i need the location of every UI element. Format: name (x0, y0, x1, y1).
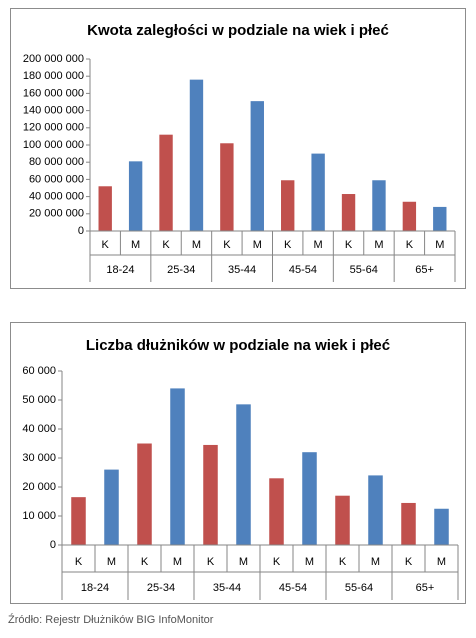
x-tick-label: K (223, 239, 231, 251)
group-label: 45-54 (289, 264, 317, 276)
chart-frame (10, 8, 466, 289)
bar (98, 186, 112, 231)
y-tick-label: 20 000 (22, 481, 56, 493)
y-tick-label: 0 (50, 539, 56, 551)
bar (170, 388, 185, 545)
y-tick-label: 40 000 (22, 423, 56, 435)
group-label: 25-34 (147, 582, 175, 594)
y-tick-label: 10 000 (22, 510, 56, 522)
bar (250, 101, 264, 231)
x-tick-label: K (406, 239, 414, 251)
x-tick-label: M (374, 239, 383, 251)
y-tick-label: 40 000 000 (29, 191, 84, 203)
x-tick-label: M (192, 239, 201, 251)
x-tick-label: M (173, 556, 182, 568)
x-tick-label: K (273, 556, 281, 568)
group-label: 25-34 (167, 264, 195, 276)
group-label: 65+ (415, 264, 434, 276)
y-tick-label: 30 000 (22, 452, 56, 464)
y-tick-label: 50 000 (22, 394, 56, 406)
bar (372, 180, 386, 231)
bar (281, 180, 295, 231)
x-tick-label: M (305, 556, 314, 568)
bar (368, 475, 383, 545)
group-label: 35-44 (213, 582, 241, 594)
chart-title: Liczba dłużników w podziale na wiek i pł… (86, 337, 390, 354)
bar (104, 469, 119, 545)
bar (189, 79, 204, 231)
y-tick-label: 180 000 000 (23, 70, 84, 82)
bar (128, 161, 143, 231)
group-label: 55-64 (350, 264, 378, 276)
group-label: 18-24 (81, 582, 109, 594)
x-tick-label: M (253, 239, 262, 251)
y-tick-label: 80 000 000 (29, 156, 84, 168)
bar (335, 495, 350, 545)
x-tick-label: M (437, 556, 446, 568)
bar (341, 194, 356, 231)
chart-title: Kwota zaległości w podziale na wiek i pł… (87, 22, 389, 39)
y-tick-label: 60 000 (22, 365, 56, 377)
bar (269, 478, 284, 545)
y-tick-label: 0 (78, 225, 84, 237)
x-tick-label: M (314, 239, 323, 251)
bar (220, 143, 234, 231)
x-tick-label: K (345, 239, 353, 251)
x-tick-label: M (131, 239, 140, 251)
bar (311, 153, 325, 231)
bar (302, 452, 317, 545)
bar (401, 502, 416, 545)
group-label: 45-54 (279, 582, 307, 594)
bar (71, 497, 86, 545)
x-tick-label: K (207, 556, 215, 568)
x-tick-label: M (371, 556, 380, 568)
y-tick-label: 160 000 000 (23, 87, 84, 99)
bar (203, 444, 218, 545)
group-label: 35-44 (228, 264, 256, 276)
x-tick-label: M (239, 556, 248, 568)
bar (236, 404, 251, 545)
bar (402, 201, 417, 231)
x-tick-label: K (141, 556, 149, 568)
bar (137, 443, 152, 545)
y-tick-label: 100 000 000 (23, 139, 84, 151)
bar (434, 508, 449, 545)
bar (159, 134, 173, 231)
x-tick-label: K (405, 556, 413, 568)
y-tick-label: 60 000 000 (29, 173, 84, 185)
y-tick-label: 200 000 000 (23, 53, 84, 65)
group-label: 65+ (416, 582, 435, 594)
y-tick-label: 140 000 000 (23, 105, 84, 117)
x-tick-label: K (75, 556, 83, 568)
source-note: Źródło: Rejestr Dłużników BIG InfoMonito… (8, 613, 214, 626)
y-tick-label: 120 000 000 (23, 122, 84, 134)
group-label: 55-64 (345, 582, 373, 594)
x-tick-label: M (435, 239, 444, 251)
y-tick-label: 20 000 000 (29, 208, 84, 220)
x-tick-label: K (284, 239, 292, 251)
x-tick-label: K (162, 239, 170, 251)
bar (433, 206, 447, 231)
x-tick-label: K (102, 239, 110, 251)
x-tick-label: M (107, 556, 116, 568)
x-tick-label: K (339, 556, 347, 568)
group-label: 18-24 (106, 264, 134, 276)
